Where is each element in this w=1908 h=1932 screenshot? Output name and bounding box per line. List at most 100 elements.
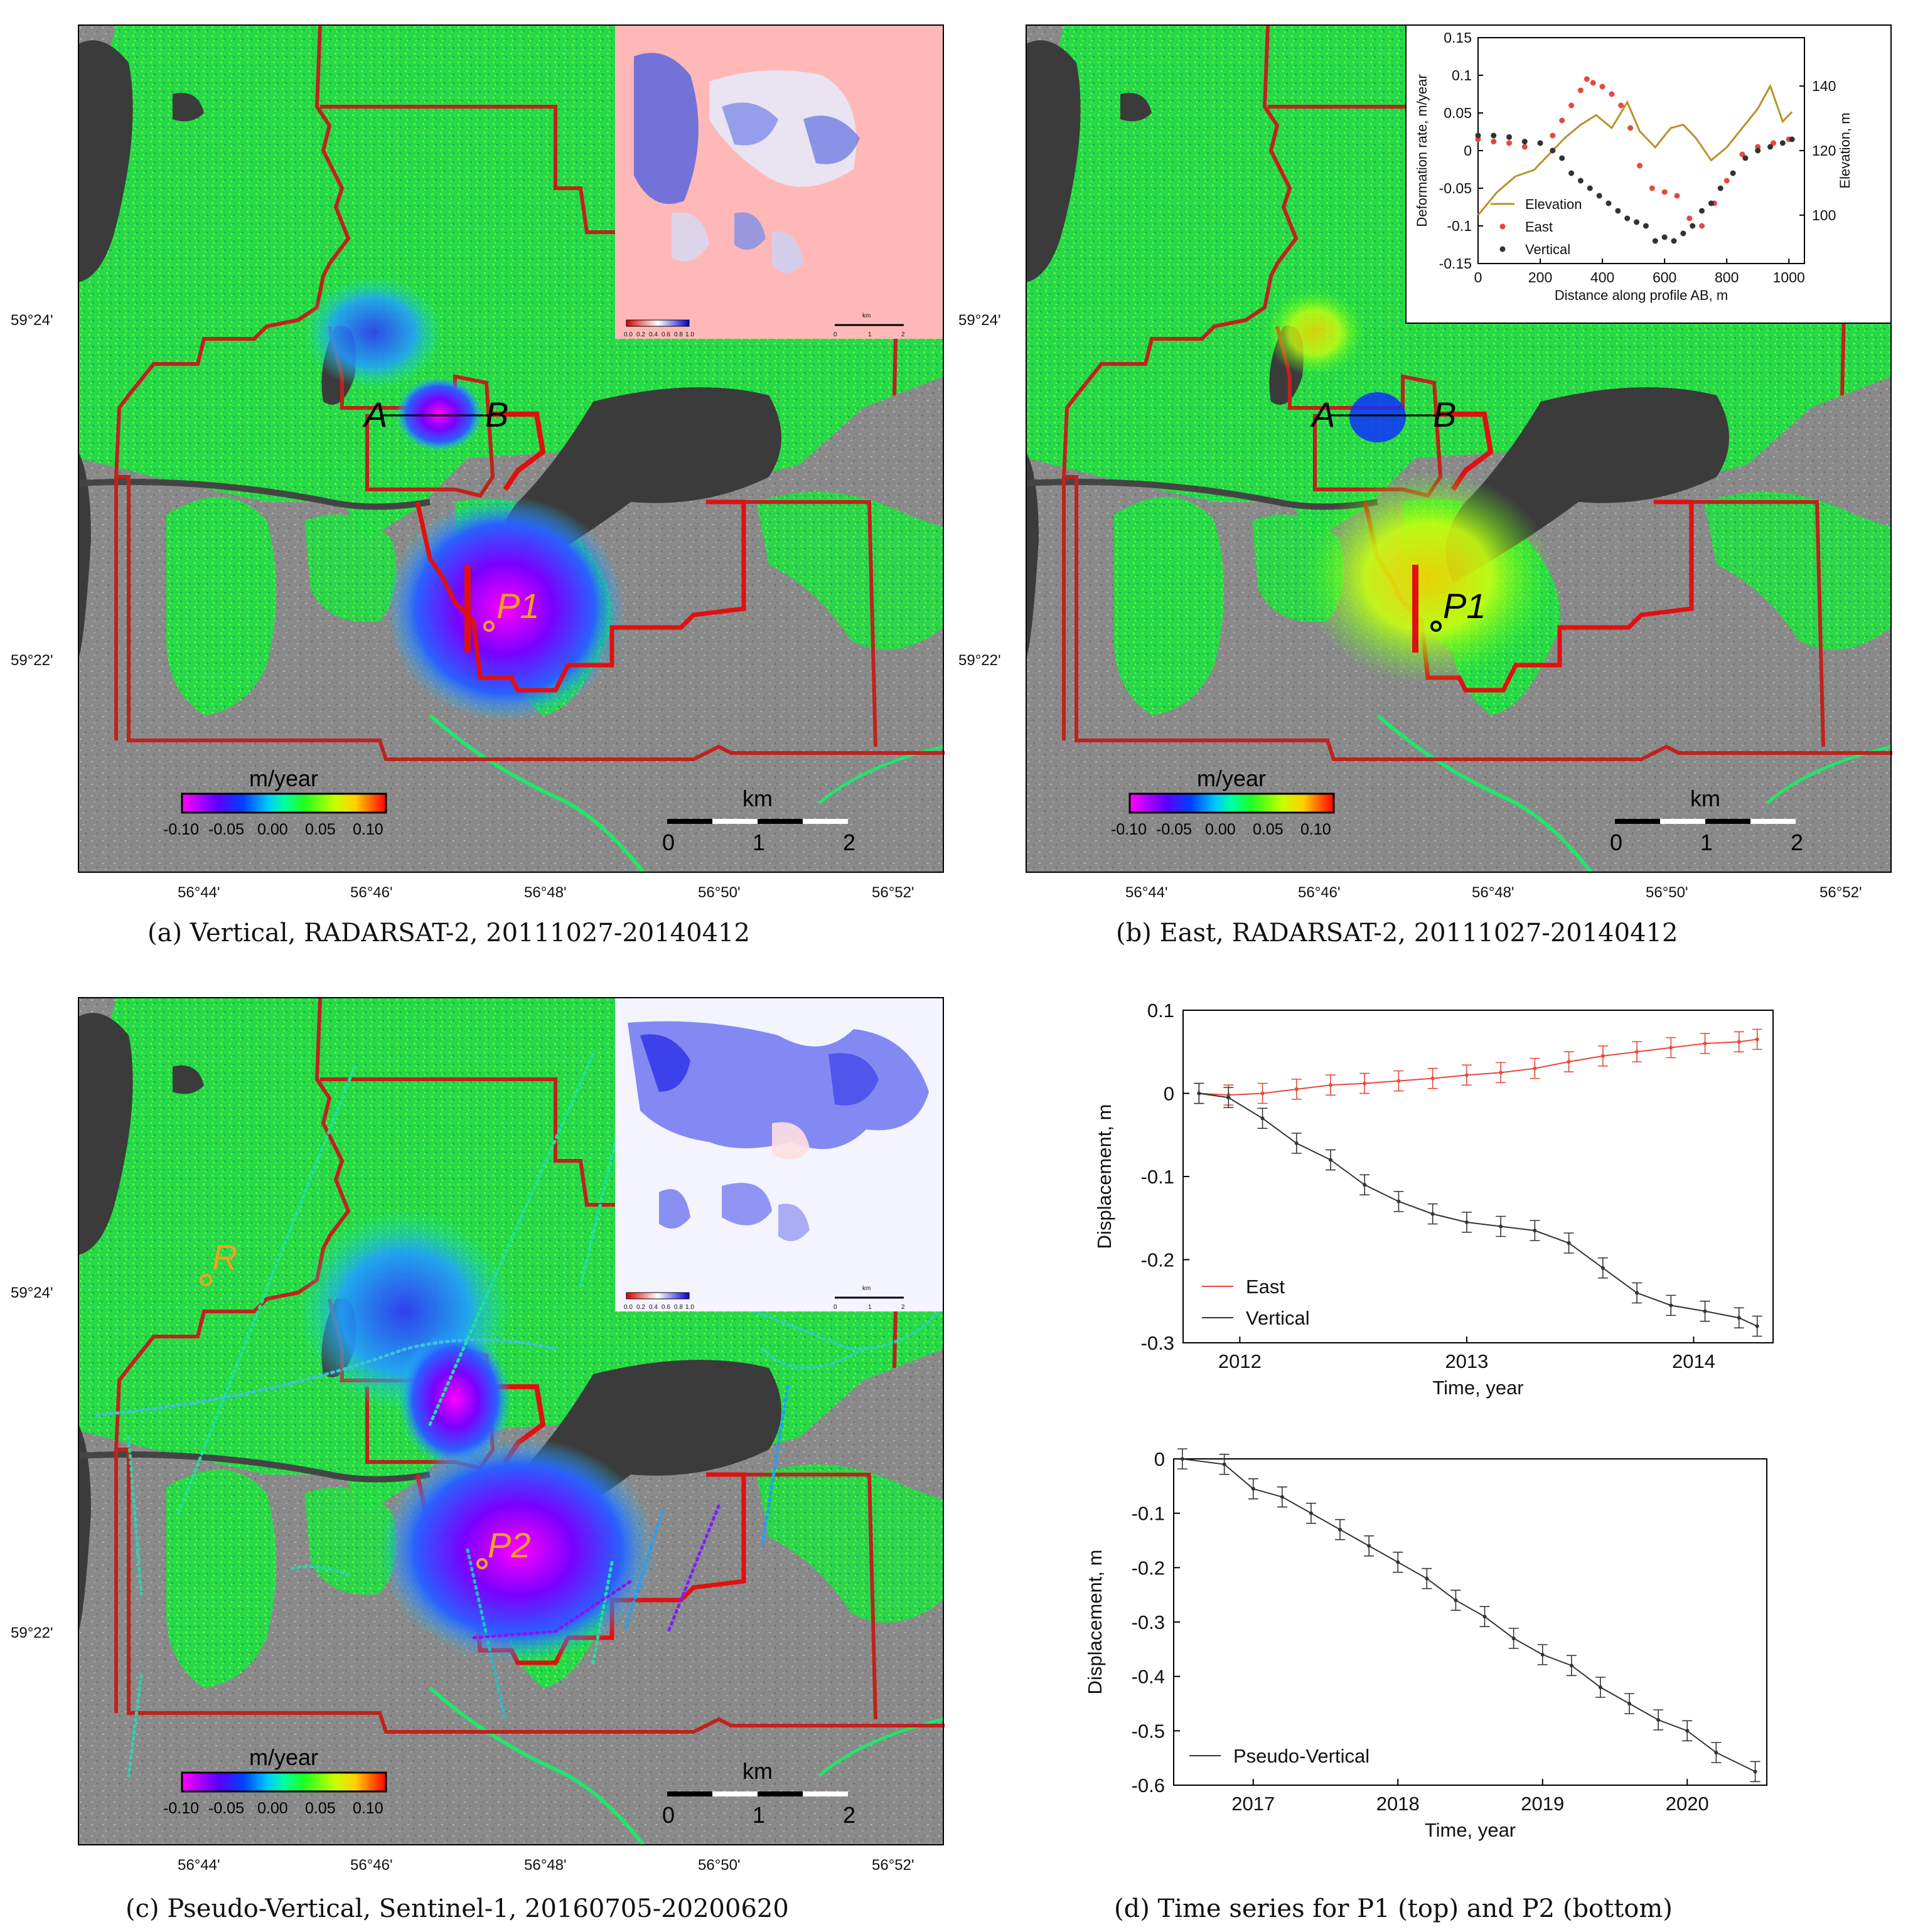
ts-data-point	[1737, 1316, 1741, 1320]
colorbar-label-3: 0.05	[305, 1800, 336, 1817]
ts-data-point	[1251, 1486, 1255, 1491]
scalebar-title: km	[1690, 786, 1720, 811]
colorbar-title: m/year	[249, 1744, 318, 1770]
profile-vertical-point	[1730, 170, 1736, 176]
ts-x-tick-label: 2013	[1445, 1350, 1488, 1372]
inset-colorbar-label-2: 0.4	[649, 331, 658, 338]
point-r-marker	[200, 1274, 212, 1286]
ts-y-axis-label: Displacement, m	[1084, 1550, 1106, 1695]
scalebar-label-0: 0	[662, 1802, 675, 1828]
ts-frame	[1173, 1458, 1767, 1786]
colorbar-label-2: 0.00	[1205, 821, 1236, 838]
lon-tick-3: 56°50'	[1646, 884, 1688, 901]
ts-series-line	[1199, 1092, 1758, 1327]
profile-label-a: A	[1310, 395, 1335, 434]
inset-scale-label-0: 0	[833, 1304, 837, 1311]
ts-y-tick-label: 0.1	[1147, 1000, 1174, 1022]
ts-data-point	[1338, 1527, 1343, 1532]
ts-data-point	[1367, 1544, 1371, 1548]
colorbar-label-1: -0.05	[208, 1800, 244, 1817]
scalebar: km 0 1 2	[662, 786, 855, 855]
profile-label-b: B	[485, 395, 508, 434]
profile-vertical-point	[1755, 147, 1761, 154]
ts-y-axis-label: Displacement, m	[1093, 1104, 1115, 1249]
ts-x-tick-label: 2017	[1231, 1793, 1275, 1815]
ts-data-point	[1569, 1663, 1573, 1668]
ts-legend-label: Vertical	[1246, 1307, 1310, 1329]
east-motion-zone-north	[1265, 289, 1365, 376]
profile-vertical-point	[1475, 132, 1481, 139]
lat-tick-0: 59°24'	[958, 312, 1001, 329]
inset-colorbar-label-3: 0.6	[662, 1304, 670, 1311]
profile-y2-tick-label: 140	[1812, 78, 1836, 94]
ts-x-tick-label: 2018	[1376, 1793, 1420, 1815]
scalebar-title: km	[742, 1758, 773, 1784]
lon-tick-4: 56°52'	[872, 1857, 914, 1874]
profile-x-axis-label: Distance along profile AB, m	[1555, 287, 1728, 303]
inset-scale-title: km	[862, 1285, 871, 1292]
ts-data-point	[1396, 1079, 1401, 1083]
lon-tick-1: 56°46'	[1298, 884, 1341, 901]
profile-y-tick-label: 0	[1464, 142, 1472, 159]
ts-data-point	[1567, 1060, 1571, 1064]
profile-vertical-point	[1779, 140, 1786, 146]
ts-data-point	[1396, 1560, 1400, 1564]
profile-vertical-point	[1615, 208, 1621, 214]
ts-series-line	[1199, 1038, 1757, 1096]
scalebar-label-2: 2	[1791, 830, 1803, 855]
colorbar-label-0: -0.10	[163, 821, 199, 838]
colorbar-label-3: 0.05	[1253, 821, 1284, 838]
profile-vertical-point	[1550, 147, 1556, 154]
inset-scale-label-2: 2	[901, 331, 905, 338]
ts-data-point	[1567, 1241, 1571, 1245]
profile-east-point	[1577, 87, 1584, 93]
profile-x-tick-label: 600	[1653, 269, 1676, 286]
profile-legend-east-swatch	[1499, 223, 1506, 230]
lon-tick-3: 56°50'	[698, 1857, 741, 1874]
colorbar-title: m/year	[249, 766, 318, 791]
inset-coherence-map: 0.0 0.2 0.4 0.6 0.8 1.0 km 0 1 2	[615, 25, 943, 339]
lon-tick-4: 56°52'	[872, 884, 914, 901]
point-p1-marker	[1430, 621, 1442, 632]
profile-label-a: A	[362, 395, 387, 434]
profile-label-b: B	[1433, 395, 1456, 434]
profile-legend-vertical-swatch	[1499, 246, 1506, 252]
panel-d-top-chart: 2012 2013 2014 0.1 0 -0.1 -0.2 -0.3 Time, year Di…	[1093, 1000, 1774, 1399]
profile-vertical-point	[1680, 230, 1686, 237]
subsidence-zone-north	[304, 276, 442, 389]
ts-data-point	[1499, 1224, 1503, 1229]
profile-east-point	[1506, 140, 1513, 146]
inset-colorbar-label-0: 0.0	[624, 1304, 633, 1311]
ts-data-point	[1294, 1141, 1299, 1145]
caption-b: (b) East, RADARSAT-2, 20111027-20140412	[1116, 919, 1678, 947]
ts-x-axis-label: Time, year	[1432, 1377, 1523, 1399]
profile-east-point	[1674, 193, 1680, 199]
lon-tick-2: 56°48'	[524, 1857, 567, 1874]
ts-data-point	[1425, 1576, 1429, 1581]
inset-colorbar-label-5: 1.0	[685, 1304, 694, 1311]
inset-colorbar-label-5: 1.0	[685, 331, 694, 338]
ts-data-point	[1197, 1091, 1201, 1096]
inset-scale-label-2: 2	[901, 1304, 905, 1311]
colorbar-label-4: 0.10	[353, 1800, 383, 1817]
profile-east-point	[1723, 178, 1730, 184]
profile-east-point	[1739, 151, 1745, 157]
ts-data-point	[1635, 1050, 1639, 1054]
ts-data-point	[1294, 1087, 1299, 1091]
ts-data-point	[1533, 1229, 1537, 1233]
ts-data-point	[1180, 1457, 1184, 1461]
lat-tick-1: 59°22'	[11, 1625, 53, 1641]
ts-data-point	[1755, 1324, 1759, 1328]
profile-vertical-point	[1671, 238, 1677, 244]
ts-y-tick-label: -0.5	[1132, 1720, 1165, 1742]
ts-data-point	[1600, 1054, 1605, 1058]
colorbar-label-3: 0.05	[305, 821, 336, 838]
ts-data-point	[1329, 1083, 1332, 1087]
ts-x-tick-label: 2014	[1672, 1350, 1715, 1372]
ts-data-point	[1714, 1751, 1718, 1754]
point-p1-marker	[483, 621, 495, 632]
colorbar-label-2: 0.00	[257, 1800, 288, 1817]
profile-elevation-line	[1477, 83, 1793, 216]
ts-y-tick-label: -0.2	[1141, 1249, 1174, 1271]
profile-vertical-point	[1521, 139, 1528, 145]
